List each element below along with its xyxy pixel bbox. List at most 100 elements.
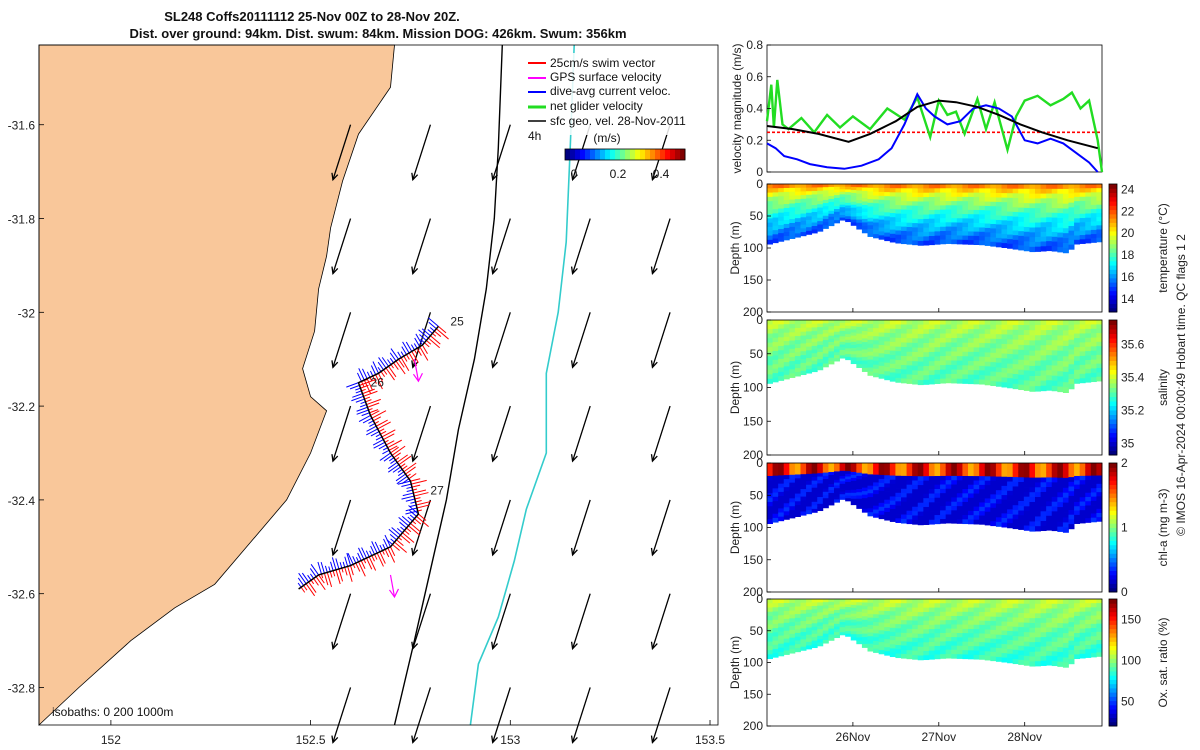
swim-vector-mark: [405, 466, 416, 475]
section-cell: [990, 237, 997, 243]
section-cell: [806, 470, 813, 475]
section-cell: [945, 628, 952, 634]
section-cell: [1068, 216, 1075, 222]
section-cell: [934, 320, 941, 325]
section-cell: [1012, 202, 1019, 208]
section-cell: [968, 365, 974, 371]
section-cell: [778, 467, 785, 472]
section-cell: [1001, 635, 1008, 640]
section-cell: [861, 637, 868, 641]
section-cell: [912, 511, 919, 516]
section-cell: [973, 633, 980, 639]
section-cell: [912, 502, 919, 508]
section-cell: [1057, 497, 1064, 503]
section-cell: [1029, 320, 1036, 326]
section-cell: [917, 214, 924, 220]
dive-avg-vector-mark: [418, 329, 429, 339]
section-cell: [1051, 350, 1058, 356]
dive-avg-vector-mark: [389, 533, 397, 541]
section-cell: [945, 624, 952, 629]
section-cell: [984, 471, 991, 477]
section-cell: [811, 477, 818, 482]
section-cell: [861, 487, 868, 492]
section-cell: [1085, 467, 1092, 472]
section-cell: [1029, 506, 1036, 513]
section-cell: [945, 653, 952, 659]
section-cell: [1001, 630, 1008, 636]
section-cell: [1046, 603, 1053, 609]
section-cell: [968, 476, 974, 481]
section-cell: [979, 599, 986, 604]
section-cell: [1040, 320, 1047, 326]
section-cell: [850, 483, 857, 488]
geo-velocity-vector: [491, 312, 511, 369]
section-cell: [800, 621, 807, 626]
section-colorbar-swatch: [1109, 566, 1117, 571]
section-cell: [878, 374, 885, 379]
section-cell: [1040, 330, 1047, 336]
section-cell: [928, 471, 935, 477]
section-cell: [1051, 525, 1058, 532]
section-cell: [1051, 365, 1058, 372]
section-cell: [1062, 482, 1069, 489]
section-cell: [1079, 641, 1086, 646]
section-cell: [1007, 467, 1014, 473]
section-cell: [923, 227, 930, 233]
section-cell: [1012, 649, 1019, 655]
section-cell: [861, 334, 868, 339]
section-cell: [1079, 480, 1086, 485]
section-cell: [811, 484, 818, 489]
section-cell: [834, 623, 840, 627]
section-cell: [884, 204, 891, 209]
section-cell: [990, 503, 997, 509]
section-cell: [794, 599, 801, 604]
dive-avg-vector-mark: [375, 436, 383, 441]
section-cell: [895, 603, 902, 608]
section-cell: [889, 359, 896, 365]
section-cell: [928, 616, 935, 621]
section-cell: [928, 497, 935, 503]
section-colorbar-swatch: [1109, 662, 1117, 668]
section-cell: [1096, 359, 1103, 365]
section-cell: [783, 324, 790, 329]
section-cell: [906, 329, 913, 335]
section-cell: [834, 337, 840, 341]
section-cell: [839, 486, 846, 490]
dive-avg-vector-mark: [355, 390, 362, 394]
section-cell: [1007, 184, 1014, 189]
section-cell: [889, 184, 896, 189]
section-cell: [912, 650, 919, 656]
section-cell: [1085, 368, 1092, 374]
section-cell: [1074, 650, 1081, 655]
section-cell: [789, 602, 796, 608]
section-cell: [1079, 201, 1086, 206]
section-cell: [1096, 350, 1103, 356]
section-cell: [901, 611, 907, 617]
section-cell: [878, 486, 885, 492]
section-colorbar-swatch: [1109, 531, 1117, 537]
section-cell: [945, 603, 952, 608]
section-colorbar-swatch: [1109, 260, 1117, 266]
section-cell: [884, 200, 891, 205]
section-cell: [945, 488, 952, 494]
section-cell: [817, 194, 824, 198]
section-cell: [873, 641, 880, 646]
colorbar-swatch: [595, 149, 601, 160]
section-cell: [1062, 463, 1069, 469]
swim-vector-mark: [400, 534, 411, 544]
dive-avg-vector-mark: [361, 412, 370, 417]
section-cell: [845, 348, 852, 352]
section-cell: [1018, 520, 1025, 526]
section-cell: [1023, 375, 1030, 381]
section-cell: [895, 209, 902, 214]
section-cell: [1035, 350, 1041, 356]
section-cell: [834, 626, 840, 630]
section-cell: [806, 365, 813, 370]
section-cell: [923, 329, 930, 335]
section-cell: [912, 205, 919, 211]
section-cell: [834, 474, 840, 478]
section-cell: [867, 229, 874, 234]
section-cell: [1001, 215, 1008, 221]
section-cell: [1029, 246, 1036, 253]
section-cell: [839, 341, 846, 345]
